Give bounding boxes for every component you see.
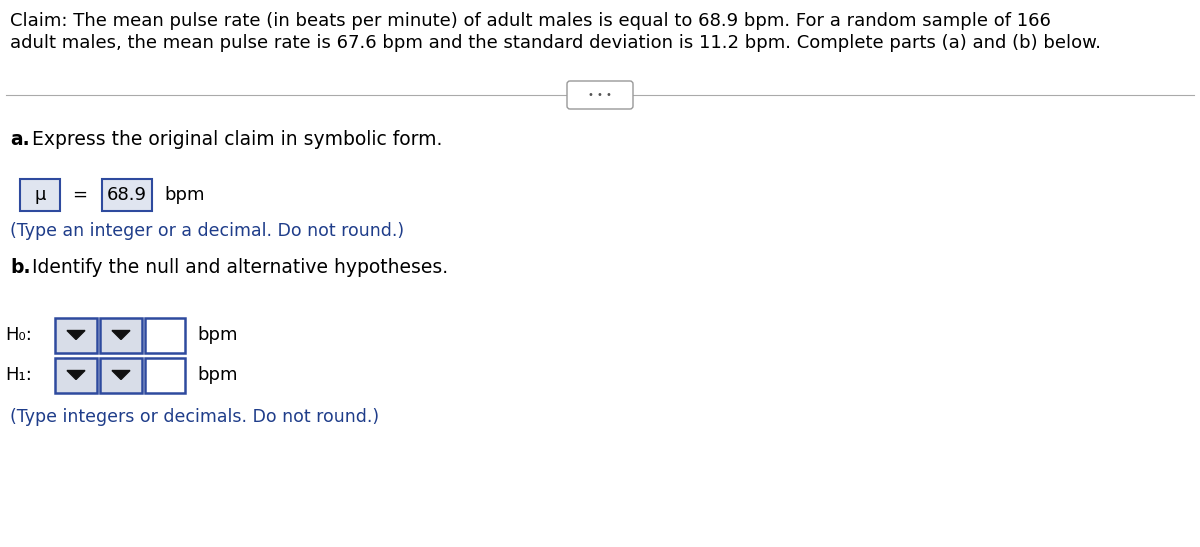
Polygon shape xyxy=(112,330,130,340)
FancyBboxPatch shape xyxy=(102,179,152,211)
Polygon shape xyxy=(112,370,130,380)
Text: H₀:: H₀: xyxy=(5,326,32,344)
FancyBboxPatch shape xyxy=(100,358,142,393)
Text: (Type integers or decimals. Do not round.): (Type integers or decimals. Do not round… xyxy=(10,408,379,426)
FancyBboxPatch shape xyxy=(55,317,97,352)
FancyBboxPatch shape xyxy=(20,179,60,211)
Text: • • •: • • • xyxy=(588,90,612,100)
FancyBboxPatch shape xyxy=(100,317,142,352)
Text: μ: μ xyxy=(35,186,46,204)
Text: bpm: bpm xyxy=(164,186,204,204)
Text: b.: b. xyxy=(10,258,30,277)
FancyBboxPatch shape xyxy=(55,358,97,393)
Text: H₁:: H₁: xyxy=(5,366,32,384)
Text: Express the original claim in symbolic form.: Express the original claim in symbolic f… xyxy=(26,130,443,149)
FancyBboxPatch shape xyxy=(145,358,185,393)
Text: =: = xyxy=(72,186,88,204)
Text: Identify the null and alternative hypotheses.: Identify the null and alternative hypoth… xyxy=(26,258,448,277)
Text: 68.9: 68.9 xyxy=(107,186,148,204)
Text: a.: a. xyxy=(10,130,30,149)
Text: bpm: bpm xyxy=(197,366,238,384)
Text: bpm: bpm xyxy=(197,326,238,344)
Text: (Type an integer or a decimal. Do not round.): (Type an integer or a decimal. Do not ro… xyxy=(10,222,404,240)
FancyBboxPatch shape xyxy=(568,81,634,109)
Text: Claim: The mean pulse rate (in beats per minute) of adult males is equal to 68.9: Claim: The mean pulse rate (in beats per… xyxy=(10,12,1051,30)
Text: adult males, the mean pulse rate is 67.6 bpm and the standard deviation is 11.2 : adult males, the mean pulse rate is 67.6… xyxy=(10,34,1102,52)
Polygon shape xyxy=(67,330,85,340)
FancyBboxPatch shape xyxy=(145,317,185,352)
Polygon shape xyxy=(67,370,85,380)
